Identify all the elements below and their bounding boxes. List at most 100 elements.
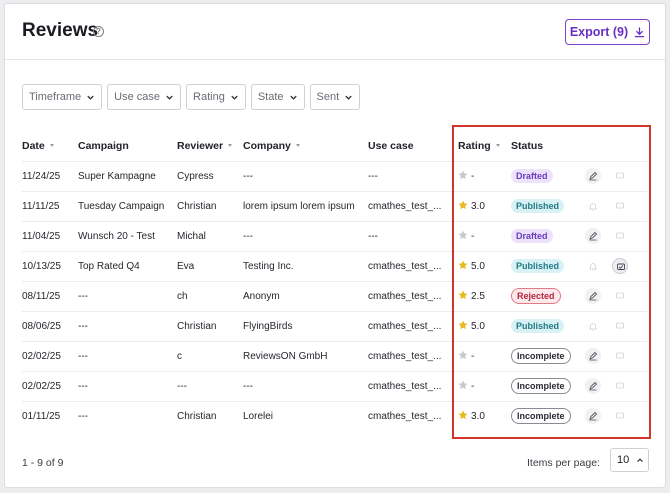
status-badge: Published	[511, 319, 565, 333]
table-row[interactable]: 01/11/25 --- Christian Lorelei cmathes_test_…	[22, 400, 647, 431]
cell-action-2	[612, 400, 647, 431]
approve-icon[interactable]	[585, 168, 601, 184]
column-rating[interactable]: Rating	[458, 131, 511, 161]
table-row[interactable]: 11/04/25 Wunsch 20 - Test Michal --- --- - Dra…	[22, 220, 647, 251]
column-campaign[interactable]: Campaign	[78, 139, 129, 152]
cell-action-1	[585, 190, 612, 221]
rating-value: -	[471, 171, 475, 182]
items-per-page-value: 10	[617, 454, 630, 466]
cell-action-2	[612, 370, 647, 401]
comment-icon[interactable]	[612, 228, 628, 244]
filter-label: Timeframe	[29, 91, 82, 103]
table-row[interactable]: 11/24/25 Super Kampagne Cypress --- --- - Draf…	[22, 160, 647, 191]
filter-label: Sent	[316, 91, 340, 103]
column-use-case[interactable]: Use case	[368, 139, 414, 152]
cell-campaign: Wunsch 20 - Test	[78, 220, 177, 251]
cell-use-case: ---	[368, 220, 458, 251]
cell-date: 11/24/25	[22, 160, 78, 191]
cell-campaign: ---	[78, 310, 177, 341]
cell-company: FlyingBirds	[243, 310, 368, 341]
comment-icon[interactable]	[612, 318, 628, 334]
table-row[interactable]: 02/02/25 --- --- --- cmathes_test_... - Incomp…	[22, 370, 647, 401]
approve-icon[interactable]	[585, 228, 601, 244]
cell-use-case: cmathes_test_...	[368, 250, 458, 281]
cell-date: 11/11/25	[22, 190, 78, 221]
star-icon	[458, 200, 468, 210]
cell-date: 08/06/25	[22, 310, 78, 341]
reviews-table: Date Campaign Reviewer Company Use case …	[22, 131, 647, 431]
approve-icon[interactable]	[585, 348, 601, 364]
cell-reviewer: Cypress	[177, 160, 243, 191]
column-company[interactable]: Company	[243, 131, 368, 161]
star-icon	[458, 170, 468, 180]
table-row[interactable]: 08/11/25 --- ch Anonym cmathes_test_... 2.5 Re…	[22, 280, 647, 311]
cell-date: 02/02/25	[22, 370, 78, 401]
filter-bar: Timeframe Use case Rating State Sent	[22, 84, 361, 110]
cell-action-2	[612, 160, 647, 191]
filter-rating[interactable]: Rating	[186, 84, 246, 110]
filter-use-case[interactable]: Use case	[107, 84, 182, 110]
sort-icon	[49, 144, 54, 148]
rating-value: 5.0	[471, 261, 485, 272]
status-badge: Drafted	[511, 229, 553, 243]
table-row[interactable]: 08/06/25 --- Christian FlyingBirds cmathes_t…	[22, 310, 647, 341]
cell-reviewer: Eva	[177, 250, 243, 281]
column-reviewer[interactable]: Reviewer	[177, 131, 243, 161]
bell-icon[interactable]	[585, 258, 601, 274]
comment-icon[interactable]	[612, 198, 628, 214]
table-header-row: Date Campaign Reviewer Company Use case …	[22, 131, 647, 161]
export-label: Export (9)	[569, 25, 629, 39]
filter-label: Use case	[114, 91, 161, 103]
cell-status: Published	[511, 250, 585, 281]
table-row[interactable]: 10/13/25 Top Rated Q4 Eva Testing Inc. cmath…	[22, 250, 647, 281]
approve-icon[interactable]	[585, 408, 601, 425]
cell-status: Drafted	[511, 220, 585, 251]
items-per-page-label: Items per page:	[527, 457, 600, 469]
status-badge: Published	[511, 199, 565, 213]
table-row[interactable]: 11/11/25 Tuesday Campaign Christian lorem i…	[22, 190, 647, 221]
bell-icon[interactable]	[585, 198, 601, 214]
cell-action-1	[585, 370, 612, 401]
comment-icon[interactable]	[612, 408, 628, 424]
column-date[interactable]: Date	[22, 131, 78, 161]
cell-status: Published	[511, 310, 585, 341]
comment-icon[interactable]	[612, 348, 628, 364]
cell-action-1	[585, 250, 612, 281]
status-badge: Rejected	[511, 288, 561, 304]
cell-use-case: cmathes_test_...	[368, 190, 458, 221]
comment-icon[interactable]	[612, 258, 628, 274]
filter-sent[interactable]: Sent	[309, 84, 361, 110]
items-per-page-select[interactable]: 10	[610, 448, 649, 472]
comment-icon[interactable]	[612, 288, 628, 304]
chevron-up-icon	[637, 458, 644, 463]
filter-state[interactable]: State	[250, 84, 305, 110]
cell-company: ReviewsON GmbH	[243, 340, 368, 371]
cell-reviewer: c	[177, 340, 243, 371]
comment-icon[interactable]	[612, 378, 628, 394]
cell-reviewer: Michal	[177, 220, 243, 251]
approve-icon[interactable]	[585, 378, 601, 394]
comment-icon[interactable]	[612, 168, 628, 184]
export-button[interactable]: Export (9)	[565, 19, 650, 45]
cell-status: Incomplete	[511, 340, 585, 371]
approve-icon[interactable]	[585, 288, 601, 304]
cell-company: lorem ipsum lorem ipsum	[243, 190, 368, 221]
star-icon	[458, 380, 468, 390]
column-status[interactable]: Status	[511, 139, 544, 152]
cell-campaign: Super Kampagne	[78, 160, 177, 191]
page-header: Reviews ? Export (9)	[5, 4, 665, 60]
sort-icon	[228, 144, 233, 148]
cell-company: ---	[243, 160, 368, 191]
table-row[interactable]: 02/02/25 --- c ReviewsON GmbH cmathes_test_.…	[22, 340, 647, 371]
cell-reviewer: ch	[177, 280, 243, 311]
filter-timeframe[interactable]: Timeframe	[22, 84, 103, 110]
cell-action-2	[612, 250, 647, 281]
cell-action-2	[612, 190, 647, 221]
bell-icon[interactable]	[585, 318, 601, 334]
cell-campaign: ---	[78, 280, 177, 311]
cell-rating: 5.0	[458, 250, 511, 281]
filter-label: Rating	[193, 91, 225, 103]
star-icon	[458, 230, 468, 240]
cell-campaign: ---	[78, 400, 177, 431]
help-icon[interactable]: ?	[93, 26, 104, 37]
